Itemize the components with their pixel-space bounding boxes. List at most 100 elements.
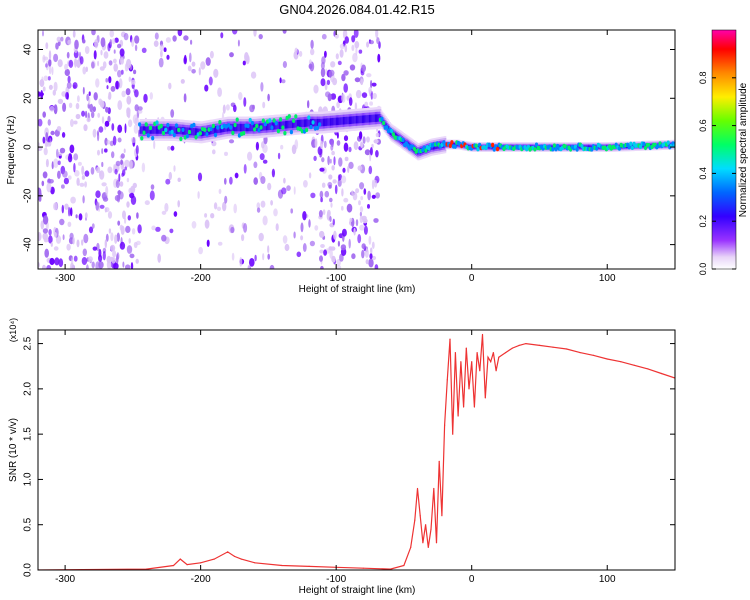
heatmap-cell — [108, 76, 112, 84]
heatmap-cell — [42, 171, 48, 179]
spectrogram-x-tick-label: -300 — [55, 273, 75, 284]
heatmap-cell — [642, 141, 646, 146]
heatmap-cell — [576, 145, 579, 149]
heatmap-cell — [280, 144, 284, 150]
heatmap-cell — [352, 192, 358, 201]
heatmap-cell — [69, 207, 73, 217]
snr-point — [427, 546, 429, 549]
heatmap-cell — [367, 190, 371, 201]
heatmap-cell — [257, 128, 261, 133]
heatmap-cell — [134, 104, 139, 112]
heatmap-cell — [66, 243, 71, 251]
heatmap-cell — [216, 206, 222, 211]
heatmap-cell — [308, 172, 312, 179]
heatmap-cell — [247, 151, 253, 161]
heatmap-cell — [62, 170, 68, 178]
heatmap-cell — [233, 104, 237, 113]
heatmap-cell — [142, 126, 145, 134]
heatmap-cell — [368, 235, 372, 245]
heatmap-cell — [450, 143, 453, 147]
spectrogram-y-tick-label: 40 — [23, 44, 34, 56]
heatmap-cell — [327, 118, 330, 126]
snr-point — [473, 406, 475, 408]
heatmap-cell — [310, 39, 314, 50]
heatmap-cell — [129, 253, 135, 259]
heatmap-cell — [161, 234, 167, 242]
heatmap-cell — [301, 119, 304, 128]
heatmap-cell — [448, 143, 452, 148]
heatmap-cell — [102, 251, 106, 261]
heatmap-cell — [261, 118, 265, 123]
heatmap-cell — [172, 126, 175, 134]
heatmap-cell — [137, 106, 143, 111]
heatmap-cell — [135, 258, 139, 264]
heatmap-cell — [59, 218, 65, 226]
heatmap-cell — [282, 30, 287, 34]
snr-point — [460, 361, 462, 363]
heatmap-cell — [577, 145, 580, 149]
heatmap-cell — [208, 76, 213, 86]
heatmap-cell — [337, 240, 340, 247]
heatmap-cell — [279, 117, 283, 122]
heatmap-cell — [92, 106, 97, 112]
heatmap-cell — [56, 148, 59, 158]
snr-point — [454, 352, 456, 354]
heatmap-cell — [359, 211, 362, 217]
heatmap-cell — [163, 47, 167, 52]
heatmap-cell — [359, 206, 364, 213]
heatmap-cell — [202, 128, 205, 136]
heatmap-cell — [310, 48, 315, 56]
heatmap-cell — [222, 201, 227, 212]
heatmap-cell — [65, 92, 69, 100]
snr-point — [433, 487, 435, 490]
heatmap-cell — [160, 50, 163, 58]
heatmap-cell — [114, 168, 118, 175]
heatmap-cell — [61, 132, 66, 138]
heatmap-cell — [295, 120, 298, 128]
heatmap-cell — [64, 68, 71, 77]
heatmap-cell — [154, 32, 159, 40]
heatmap-cell — [267, 245, 270, 254]
spectrogram-heatmap — [38, 30, 675, 269]
figure-title: GN04.2026.084.01.42.R15 — [279, 2, 434, 17]
heatmap-cell — [282, 61, 287, 68]
heatmap-cell — [68, 59, 74, 68]
heatmap-cell — [79, 182, 85, 187]
heatmap-cell — [296, 251, 302, 258]
heatmap-cell — [220, 32, 224, 39]
heatmap-cell — [331, 255, 336, 263]
heatmap-cell — [205, 127, 208, 136]
snr-y-multiplier: (x10⁴) — [8, 318, 18, 342]
heatmap-cell — [595, 146, 599, 151]
heatmap-cell — [311, 120, 315, 125]
heatmap-cell — [329, 216, 332, 222]
heatmap-cell — [46, 265, 52, 269]
heatmap-cell — [43, 237, 49, 243]
heatmap-cell — [271, 168, 275, 178]
heatmap-cell — [341, 188, 344, 197]
heatmap-cell — [321, 182, 326, 188]
heatmap-cell — [154, 126, 157, 134]
heatmap-cell — [143, 93, 148, 103]
snr-y-tick-label: 0.5 — [23, 517, 34, 531]
snr-point — [281, 564, 283, 567]
heatmap-cell — [357, 165, 363, 171]
heatmap-cell — [367, 115, 370, 123]
heatmap-cell — [126, 201, 130, 208]
heatmap-cell — [38, 233, 41, 242]
heatmap-cell — [112, 250, 117, 258]
heatmap-cell — [343, 135, 349, 142]
heatmap-cell — [125, 264, 131, 269]
heatmap-cell — [474, 143, 478, 148]
heatmap-cell — [133, 123, 139, 134]
heatmap-cell — [162, 126, 165, 134]
heatmap-cell — [159, 123, 163, 129]
heatmap-cell — [51, 66, 54, 76]
snr-y-label: SNR (10 * v/v) — [8, 418, 19, 482]
heatmap-cell — [371, 114, 374, 123]
snr-point — [449, 338, 451, 340]
heatmap-cell — [327, 209, 331, 217]
colorbar-tick-label: 0.0 — [698, 263, 708, 276]
heatmap-cell — [351, 44, 355, 52]
heatmap-cell — [75, 102, 80, 110]
